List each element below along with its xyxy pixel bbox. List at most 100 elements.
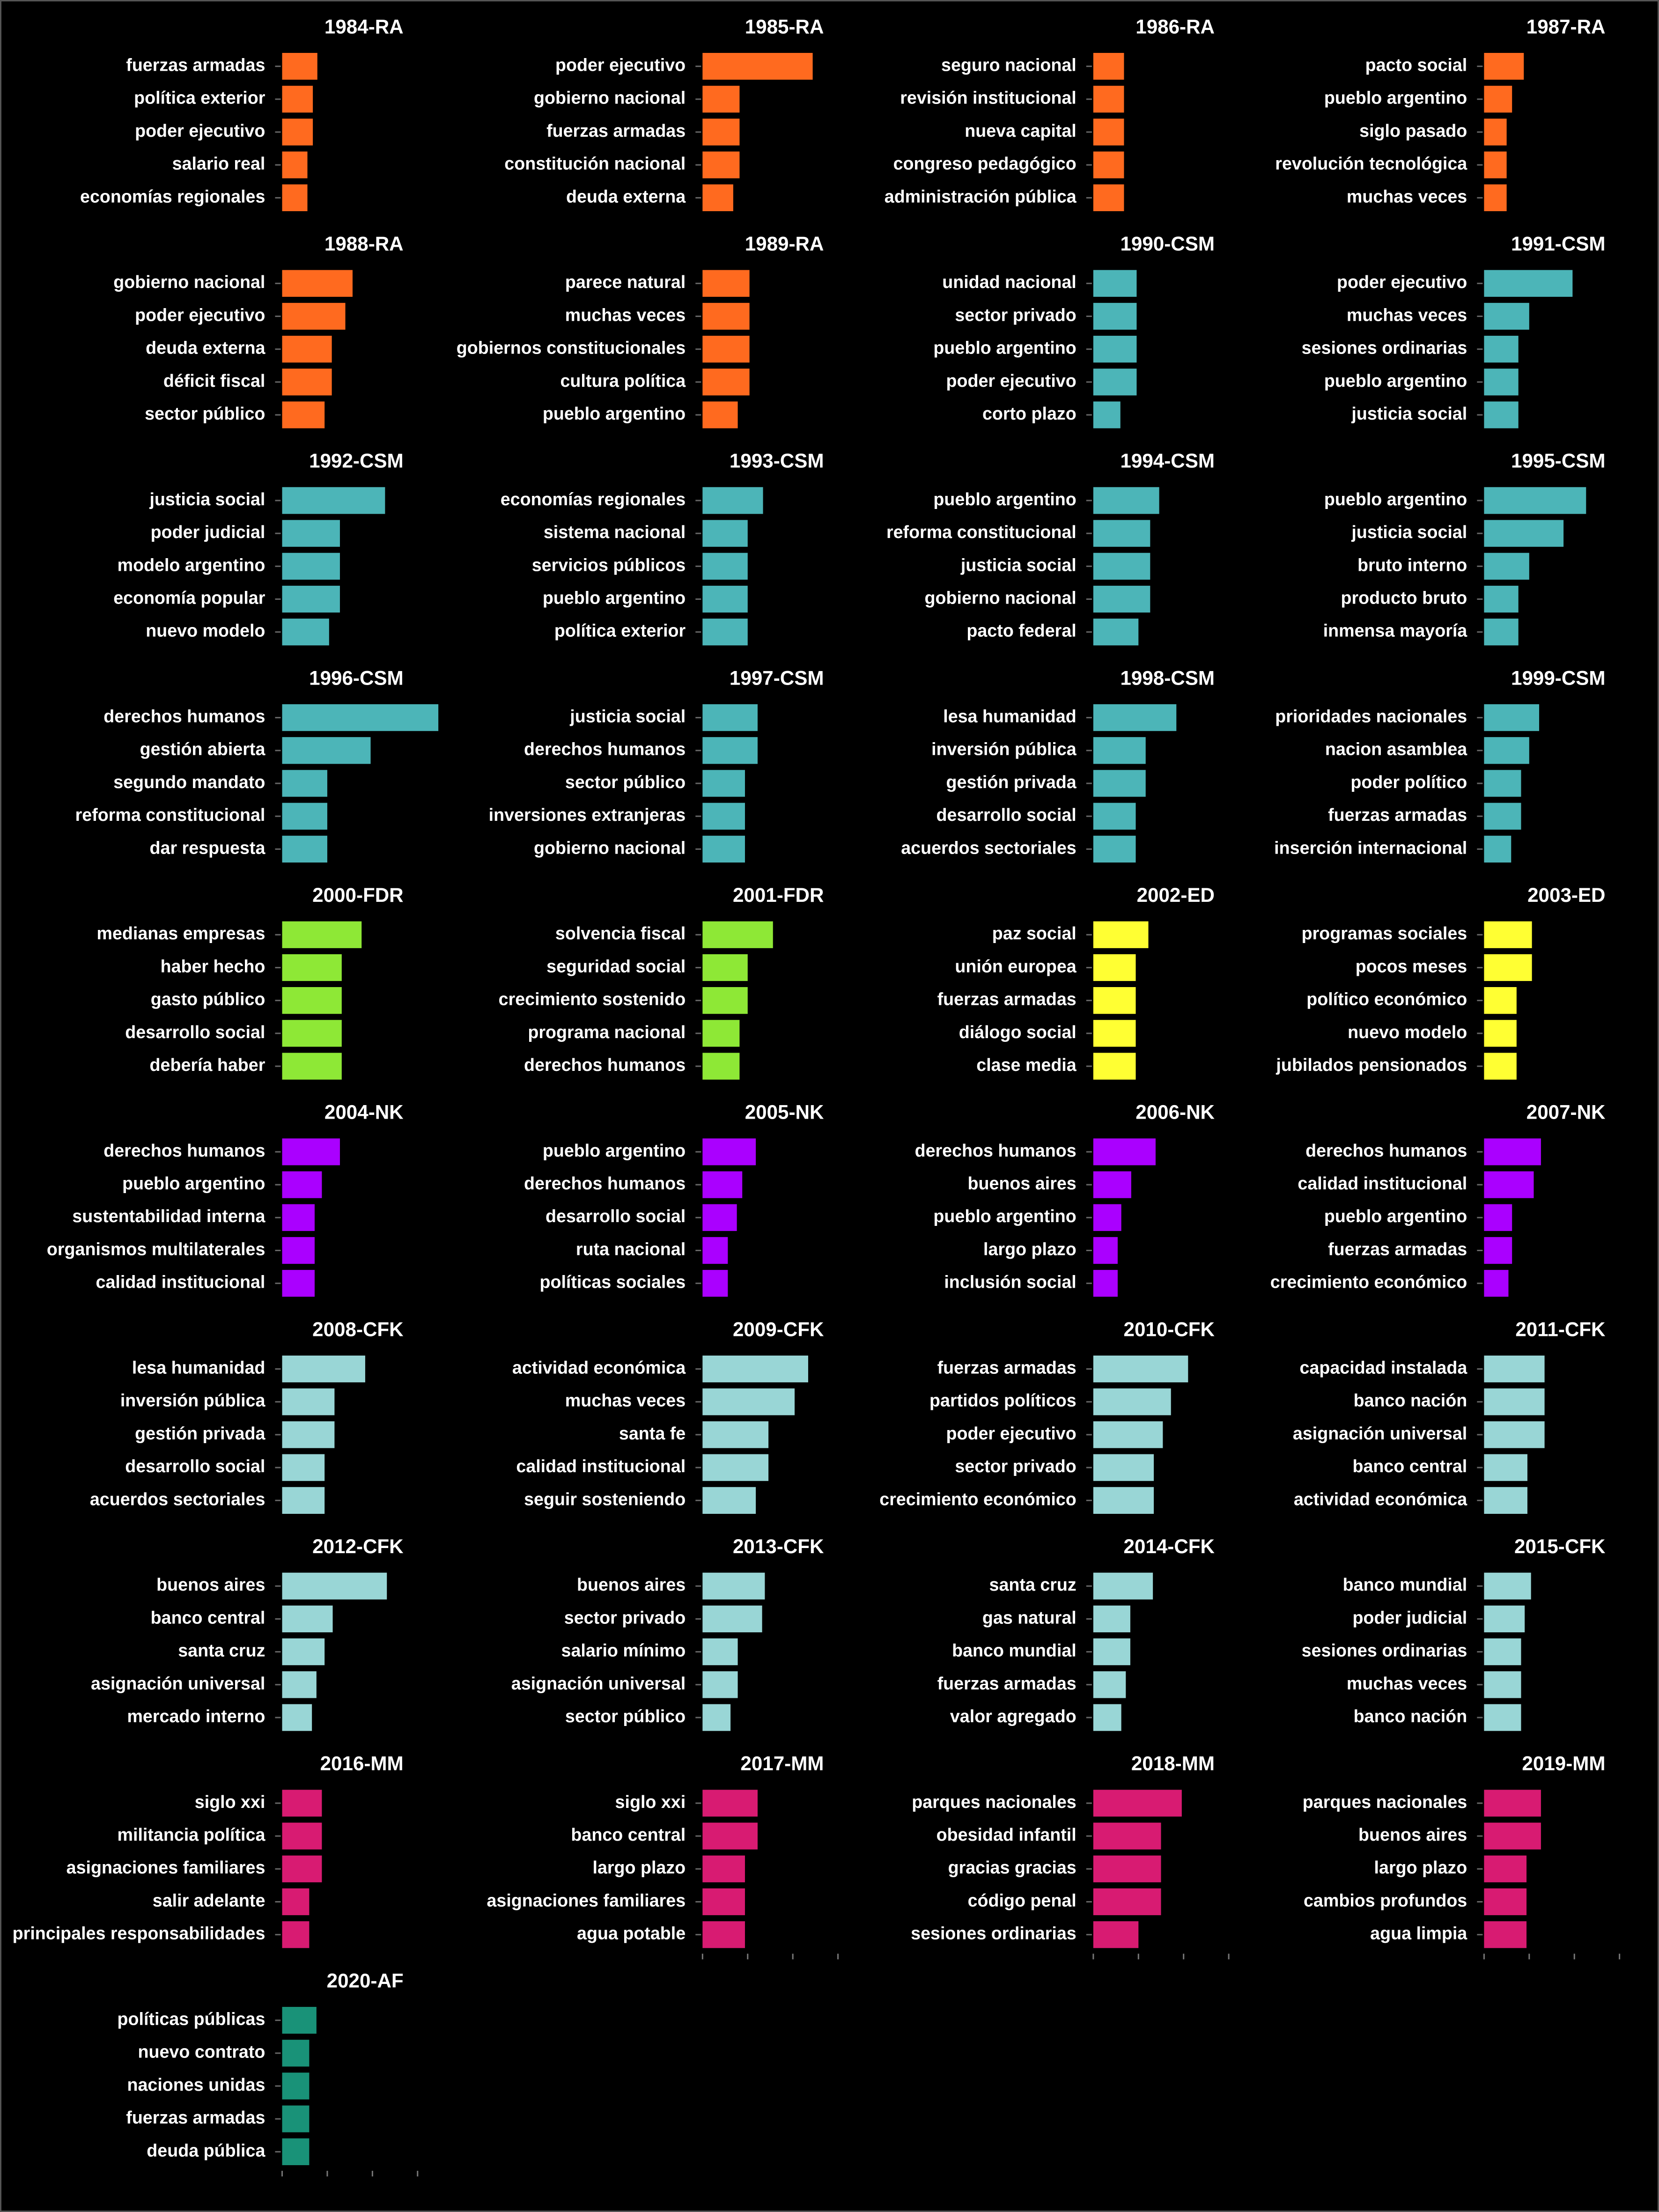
category-label: salir adelante <box>153 1890 265 1910</box>
bar <box>702 1888 745 1916</box>
bar <box>1484 987 1517 1014</box>
panel-title: 2010-CFK <box>1124 1318 1215 1340</box>
category-label: pacto federal <box>966 621 1076 641</box>
category-label: jubilados pensionados <box>1276 1055 1467 1075</box>
bar <box>1484 151 1507 178</box>
category-label: medianas empresas <box>97 923 265 943</box>
category-label: deuda externa <box>146 338 265 358</box>
bar <box>1484 1605 1525 1633</box>
category-label: poder ejecutivo <box>1337 272 1467 292</box>
panel-title: 2018-MM <box>1131 1753 1215 1775</box>
bar <box>1484 1671 1521 1698</box>
category-label: fuerzas armadas <box>126 2108 265 2127</box>
bar <box>1093 704 1177 731</box>
bar <box>1093 1855 1161 1882</box>
category-label: sector privado <box>955 1456 1076 1476</box>
category-label: desarrollo social <box>125 1456 265 1476</box>
category-label: poder ejecutivo <box>946 371 1077 391</box>
category-label: poder ejecutivo <box>135 121 265 140</box>
category-label: santa cruz <box>989 1575 1077 1594</box>
panel-title: 1988-RA <box>324 233 404 255</box>
bar <box>1093 954 1136 981</box>
bar <box>702 1053 740 1080</box>
bar <box>1484 954 1532 981</box>
category-label: sector privado <box>564 1607 686 1627</box>
panel-title: 2015-CFK <box>1514 1535 1606 1557</box>
bar <box>702 954 748 981</box>
bar <box>1484 86 1512 113</box>
category-label: siglo xxi <box>195 1792 265 1812</box>
bar <box>702 1671 738 1698</box>
bar <box>1484 1171 1534 1198</box>
bar <box>282 1204 315 1231</box>
category-label: asignación universal <box>91 1674 265 1693</box>
category-label: déficit fiscal <box>163 371 265 391</box>
category-label: salario mínimo <box>561 1641 686 1660</box>
bar <box>702 487 763 514</box>
bar <box>282 302 346 330</box>
panel-title: 1990-CSM <box>1120 233 1215 255</box>
bar <box>702 1237 728 1264</box>
category-label: prioridades nacionales <box>1275 707 1467 726</box>
bar <box>282 2105 310 2132</box>
bar <box>1093 1138 1156 1165</box>
panel-title: 1986-RA <box>1135 15 1215 37</box>
bar <box>282 1454 325 1481</box>
bar <box>282 1888 310 1916</box>
category-label: derechos humanos <box>1305 1141 1467 1160</box>
category-label: obesidad infantil <box>936 1825 1077 1844</box>
category-label: fuerzas armadas <box>937 1358 1077 1378</box>
category-label: seguridad social <box>546 956 686 976</box>
bar <box>282 1270 315 1297</box>
bar <box>1093 803 1136 830</box>
panel-title: 2007-NK <box>1526 1101 1606 1123</box>
category-label: agua limpia <box>1370 1924 1467 1943</box>
category-label: pueblo argentino <box>933 489 1076 509</box>
bar <box>702 1355 808 1383</box>
category-label: banco nación <box>1354 1391 1467 1410</box>
bar <box>282 86 313 113</box>
bar <box>702 369 750 396</box>
bar <box>282 336 332 363</box>
category-label: asignaciones familiares <box>487 1890 686 1910</box>
bar <box>1484 520 1564 547</box>
bar <box>1484 369 1519 396</box>
category-label: muchas veces <box>565 305 686 324</box>
category-label: nacion asamblea <box>1325 739 1467 759</box>
category-label: sector público <box>565 772 686 792</box>
category-label: políticas públicas <box>118 2009 265 2029</box>
bar <box>282 270 353 297</box>
category-label: haber hecho <box>161 956 265 976</box>
bar <box>702 1421 769 1448</box>
category-label: fuerzas armadas <box>937 989 1077 1009</box>
panel-title: 2005-NK <box>745 1101 824 1123</box>
bar <box>1484 1355 1545 1383</box>
panel-title: 2001-FDR <box>733 884 824 906</box>
bar <box>282 1790 322 1817</box>
category-label: partidos políticos <box>929 1391 1077 1410</box>
bar <box>1093 835 1136 863</box>
bar <box>702 184 733 212</box>
panel-title: 1996-CSM <box>309 667 404 689</box>
bar <box>702 1638 738 1666</box>
category-label: sesiones ordinarias <box>1302 338 1467 358</box>
category-label: crecimiento económico <box>879 1489 1076 1509</box>
bar <box>1093 1487 1154 1514</box>
category-label: naciones unidas <box>127 2075 265 2094</box>
bar <box>702 1204 737 1231</box>
category-label: banco central <box>571 1825 686 1844</box>
panel-title: 2009-CFK <box>733 1318 824 1340</box>
category-label: sistema nacional <box>544 522 686 542</box>
panel-title: 2000-FDR <box>312 884 403 906</box>
category-label: bruto interno <box>1357 555 1467 575</box>
category-label: pueblo argentino <box>1324 88 1467 108</box>
bar <box>282 1237 315 1264</box>
bar <box>702 118 740 146</box>
category-label: poder ejecutivo <box>555 55 686 75</box>
bar <box>282 737 371 764</box>
category-label: mercado interno <box>127 1706 265 1726</box>
bar <box>1484 1237 1512 1264</box>
bar <box>1093 987 1136 1014</box>
bar <box>702 52 813 80</box>
